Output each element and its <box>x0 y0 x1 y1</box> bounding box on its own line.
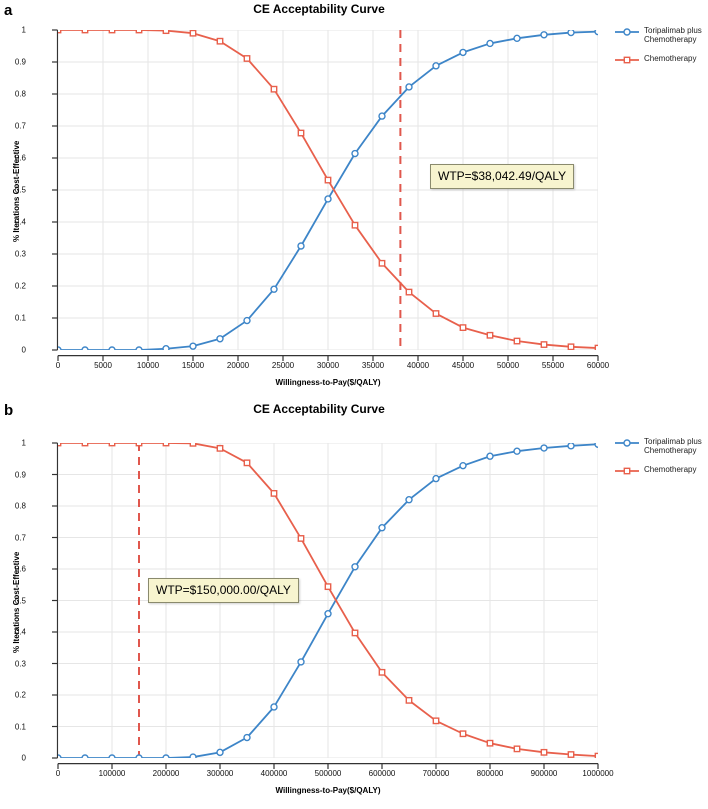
legend-item-label: Toripalimab plus Chemotherapy <box>644 437 702 456</box>
panel-a-x-tick-label: 0 <box>55 361 61 370</box>
panel-b-x-tick-label: 600000 <box>368 769 396 778</box>
panel-b: b CE Acceptability Curve Toripalimab plu… <box>0 400 708 809</box>
panel-a-y-tick-label: 0.1 <box>14 313 26 323</box>
legend-item-chemotherapy[interactable]: Chemotherapy <box>614 54 708 65</box>
legend-item-label: Chemotherapy <box>644 53 697 63</box>
panel-b-y-tick-label: 0.2 <box>14 690 26 700</box>
panel-b-x-tick-label: 500000 <box>314 769 342 778</box>
panel-b-y-tick-label: 0 <box>21 753 26 763</box>
panel-a: a CE Acceptability Curve Toripalimab plu… <box>0 0 708 400</box>
legend-square-marker-icon <box>614 466 640 476</box>
panel-b-y-tick-label: 1 <box>21 438 26 448</box>
legend-item-toripalimab-plus-chemotherapy[interactable]: Toripalimab plus Chemotherapy <box>614 26 708 45</box>
panel-a-y-tick-label: 0.8 <box>14 89 26 99</box>
panel-a-wtp-annotation: WTP=$38,042.49/QALY <box>430 164 575 189</box>
panel-b-x-tick-label: 0 <box>55 769 61 778</box>
panel-b-x-tick-label: 300000 <box>206 769 234 778</box>
panel-a-plot-area <box>58 30 598 350</box>
panel-b-wtp-annotation: WTP=$150,000.00/QALY <box>148 578 299 603</box>
panel-b-y-axis <box>18 441 59 773</box>
panel-b-y-tick-label: 0.3 <box>14 659 26 668</box>
legend-item-toripalimab-plus-chemotherapy[interactable]: Toripalimab plus Chemotherapy <box>614 437 708 456</box>
panel-a-x-tick-label: 45000 <box>451 361 475 370</box>
panel-a-y-tick-label: 0.7 <box>14 121 26 131</box>
legend-item-chemotherapy[interactable]: Chemotherapy <box>614 465 708 476</box>
panel-a-y-axis <box>18 28 59 365</box>
panel-a-x-tick-label: 20000 <box>226 361 250 370</box>
panel-a-x-tick-label: 35000 <box>361 361 385 370</box>
panel-b-x-tick-label: 800000 <box>476 769 504 778</box>
panel-b-title: CE Acceptability Curve <box>253 402 385 416</box>
panel-b-x-tick-label: 400000 <box>260 769 288 778</box>
panel-a-x-tick-label: 15000 <box>181 361 205 370</box>
panel-b-y-tick-label: 0.6 <box>14 564 26 574</box>
panel-b-x-axis <box>56 760 600 778</box>
panel-a-y-tick-label: 0.3 <box>14 249 26 259</box>
panel-b-y-tick-label: 0.1 <box>14 722 26 731</box>
panel-a-y-tick-label: 0.5 <box>14 185 26 195</box>
panel-b-letter: b <box>4 402 14 419</box>
panel-b-y-tick-label: 0.4 <box>14 627 26 637</box>
panel-b-y-tick-label: 0.7 <box>14 533 26 542</box>
panel-a-x-tick-label: 50000 <box>496 361 520 370</box>
panel-a-y-tick-label: 1 <box>21 25 26 35</box>
panel-b-y-tick-label: 0.5 <box>14 596 26 605</box>
panel-a-x-tick-label: 30000 <box>316 361 340 370</box>
panel-a-y-tick-label: 0.9 <box>14 57 26 67</box>
panel-b-x-tick-label: 200000 <box>152 769 180 778</box>
panel-a-y-tick-label: 0.6 <box>14 153 26 163</box>
panel-a-x-tick-label: 55000 <box>541 361 565 370</box>
panel-b-y-tick-label: 0.9 <box>14 470 26 479</box>
panel-b-x-tick-label: 100000 <box>98 769 126 778</box>
panel-b-x-tick-label: 1000000 <box>582 769 614 778</box>
panel-a-x-tick-label: 60000 <box>586 361 610 370</box>
legend-circle-marker-icon <box>614 438 640 448</box>
legend-circle-marker-icon <box>614 27 640 37</box>
panel-a-x-axis-title: Willingness-to-Pay($/QALY) <box>275 378 381 387</box>
panel-b-x-tick-label: 900000 <box>530 769 558 778</box>
legend-item-label: Toripalimab plus Chemotherapy <box>644 26 702 45</box>
panel-a-y-tick-label: 0.4 <box>14 217 26 227</box>
panel-a-x-tick-label: 10000 <box>136 361 160 370</box>
panel-a-x-tick-label: 5000 <box>94 361 112 370</box>
panel-b-y-tick-label: 0.8 <box>14 501 26 511</box>
panel-b-legend: Toripalimab plus Chemotherapy Chemotherap… <box>614 437 708 485</box>
panel-b-plot-area <box>58 443 598 758</box>
panel-a-title: CE Acceptability Curve <box>253 2 385 16</box>
panel-a-x-tick-label: 40000 <box>406 361 430 370</box>
panel-a-y-tick-label: 0.2 <box>14 281 26 291</box>
panel-b-x-axis-title: Willingness-to-Pay($/QALY) <box>275 786 381 795</box>
panel-a-letter: a <box>4 2 13 19</box>
panel-a-legend: Toripalimab plus Chemotherapy Chemotherap… <box>614 26 708 74</box>
panel-a-x-tick-label: 25000 <box>271 361 295 370</box>
panel-a-x-axis <box>56 352 600 370</box>
legend-item-label: Chemotherapy <box>644 464 697 474</box>
panel-a-y-tick-label: 0 <box>21 345 26 355</box>
legend-square-marker-icon <box>614 55 640 65</box>
panel-b-x-tick-label: 700000 <box>422 769 450 778</box>
